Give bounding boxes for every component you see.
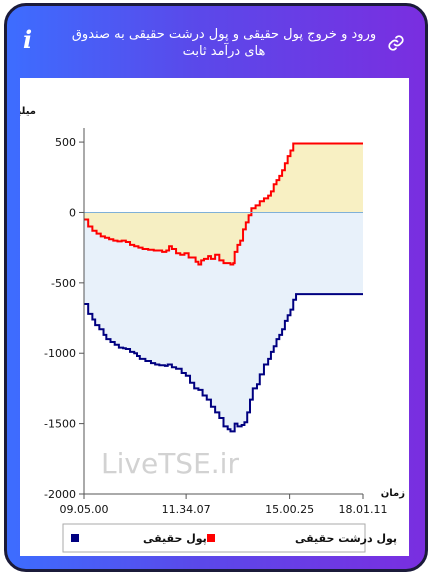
chart-svg: 500 0 -500 -1000 -1500 -2000 09.05.00 11.34.07 1… xyxy=(7,106,405,553)
legend: پول حقیقی پول درشت حقیقی xyxy=(62,523,397,553)
y-axis-label: میلیارد تومان xyxy=(20,106,36,117)
widget-frame: i ورود و خروج پول حقیقی و پول درشت حقیقی… xyxy=(4,3,428,572)
x-axis-label: زمان xyxy=(381,488,405,499)
y-tick-label: 0 xyxy=(69,206,76,219)
y-tick-label: -500 xyxy=(51,277,76,290)
chart-title: ورود و خروج پول حقیقی و پول درشت حقیقی ب… xyxy=(71,27,377,59)
link-icon[interactable] xyxy=(387,34,405,52)
y-tick-label: -1500 xyxy=(44,418,76,431)
series-line-1 xyxy=(84,142,363,266)
y-tick-label: 500 xyxy=(55,136,76,149)
legend-label-1: پول درشت حقیقی xyxy=(295,532,397,545)
widget-header: i ورود و خروج پول حقیقی و پول درشت حقیقی… xyxy=(7,6,425,78)
y-tick-label: -2000 xyxy=(44,488,76,501)
series-line-0 xyxy=(84,293,363,433)
series-fill-0 xyxy=(84,212,363,432)
legend-swatch-1 xyxy=(207,534,215,542)
info-icon[interactable]: i xyxy=(23,25,33,54)
chart-card: 500 0 -500 -1000 -1500 -2000 09.05.00 11.34.07 1… xyxy=(7,78,409,556)
x-tick-label: 11.34.07 xyxy=(162,503,211,516)
x-tick-label: 18.01.11 xyxy=(339,503,388,516)
legend-label-0: پول حقیقی xyxy=(143,532,207,545)
legend-swatch-0 xyxy=(71,534,79,542)
y-tick-label: -1000 xyxy=(44,347,76,360)
series-fill-1 xyxy=(84,143,363,265)
watermark: LiveTSE.ir xyxy=(101,447,239,480)
x-tick-label: 09.05.00 xyxy=(60,503,109,516)
x-tick-label: 15.00.25 xyxy=(265,503,314,516)
